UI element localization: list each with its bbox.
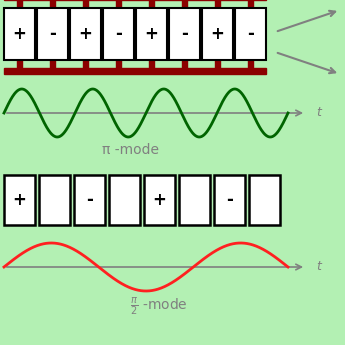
- Text: +: +: [12, 25, 27, 43]
- Bar: [17, 0, 22, 8]
- Text: -: -: [226, 191, 233, 209]
- Bar: [50, 60, 55, 68]
- Bar: [70, 8, 101, 60]
- Text: +: +: [12, 191, 27, 209]
- Bar: [4, 175, 35, 225]
- Bar: [103, 8, 134, 60]
- Bar: [235, 8, 266, 60]
- Bar: [214, 175, 245, 225]
- Bar: [116, 60, 121, 68]
- Bar: [215, 0, 220, 8]
- Text: -: -: [86, 191, 93, 209]
- Text: +: +: [145, 25, 158, 43]
- Bar: [149, 60, 154, 68]
- Bar: [248, 60, 253, 68]
- Text: $\frac{\pi}{2}$ -mode: $\frac{\pi}{2}$ -mode: [130, 295, 188, 317]
- Bar: [39, 175, 70, 225]
- Bar: [17, 60, 22, 68]
- Bar: [109, 175, 140, 225]
- Bar: [144, 175, 175, 225]
- Bar: [116, 0, 121, 8]
- Bar: [74, 175, 105, 225]
- Text: -: -: [49, 25, 56, 43]
- Text: +: +: [152, 191, 166, 209]
- Text: -: -: [181, 25, 188, 43]
- Bar: [182, 60, 187, 68]
- Bar: [249, 175, 280, 225]
- Text: t: t: [316, 107, 321, 119]
- Bar: [182, 0, 187, 8]
- Bar: [179, 175, 210, 225]
- Bar: [202, 8, 233, 60]
- Text: -: -: [247, 25, 254, 43]
- Text: π -mode: π -mode: [101, 143, 158, 157]
- Bar: [4, 68, 266, 74]
- Bar: [169, 8, 200, 60]
- Bar: [4, 8, 35, 60]
- Bar: [248, 0, 253, 8]
- Bar: [83, 60, 88, 68]
- Bar: [215, 60, 220, 68]
- Text: t: t: [316, 260, 321, 274]
- Text: +: +: [79, 25, 92, 43]
- Text: -: -: [115, 25, 122, 43]
- Text: +: +: [210, 25, 225, 43]
- Bar: [83, 0, 88, 8]
- Bar: [37, 8, 68, 60]
- Bar: [149, 0, 154, 8]
- Bar: [50, 0, 55, 8]
- Bar: [136, 8, 167, 60]
